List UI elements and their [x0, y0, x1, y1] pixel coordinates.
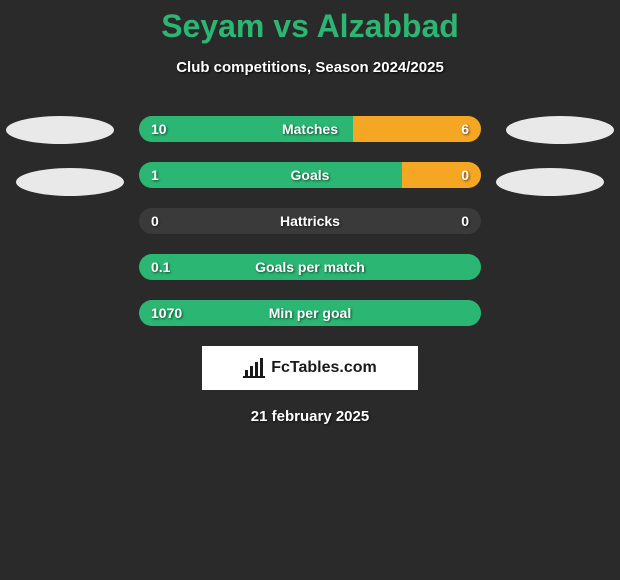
- side-ellipse: [496, 168, 604, 196]
- bar-chart-icon: [243, 358, 265, 378]
- logo-box: FcTables.com: [202, 346, 418, 390]
- title-player2: Alzabbad: [317, 8, 459, 44]
- title-vs: vs: [273, 8, 309, 44]
- bar-track: [139, 116, 481, 142]
- side-ellipse: [6, 116, 114, 144]
- stat-row: 0.1Goals per match: [139, 254, 481, 280]
- bar-right: [402, 162, 481, 188]
- date-text: 21 february 2025: [0, 408, 620, 425]
- stat-row: 1070Min per goal: [139, 300, 481, 326]
- bar-left: [139, 116, 353, 142]
- bar-track: [139, 208, 481, 234]
- logo-text: FcTables.com: [271, 359, 377, 377]
- bar-track: [139, 254, 481, 280]
- comparison-chart: 10Matches6 1Goals0 0Hattricks0 0.1Goals per…: [0, 116, 620, 326]
- bar-track: [139, 162, 481, 188]
- bar-track: [139, 300, 481, 326]
- side-ellipse: [16, 168, 124, 196]
- page-title: Seyam vs Alzabbad: [0, 0, 620, 45]
- bar-right: [353, 116, 481, 142]
- bar-left: [139, 254, 481, 280]
- stat-row: 1Goals0: [139, 162, 481, 188]
- title-player1: Seyam: [161, 8, 264, 44]
- stat-row: 0Hattricks0: [139, 208, 481, 234]
- subtitle: Club competitions, Season 2024/2025: [0, 59, 620, 76]
- bar-left: [139, 162, 402, 188]
- bar-left: [139, 300, 481, 326]
- side-ellipse: [506, 116, 614, 144]
- stat-row: 10Matches6: [139, 116, 481, 142]
